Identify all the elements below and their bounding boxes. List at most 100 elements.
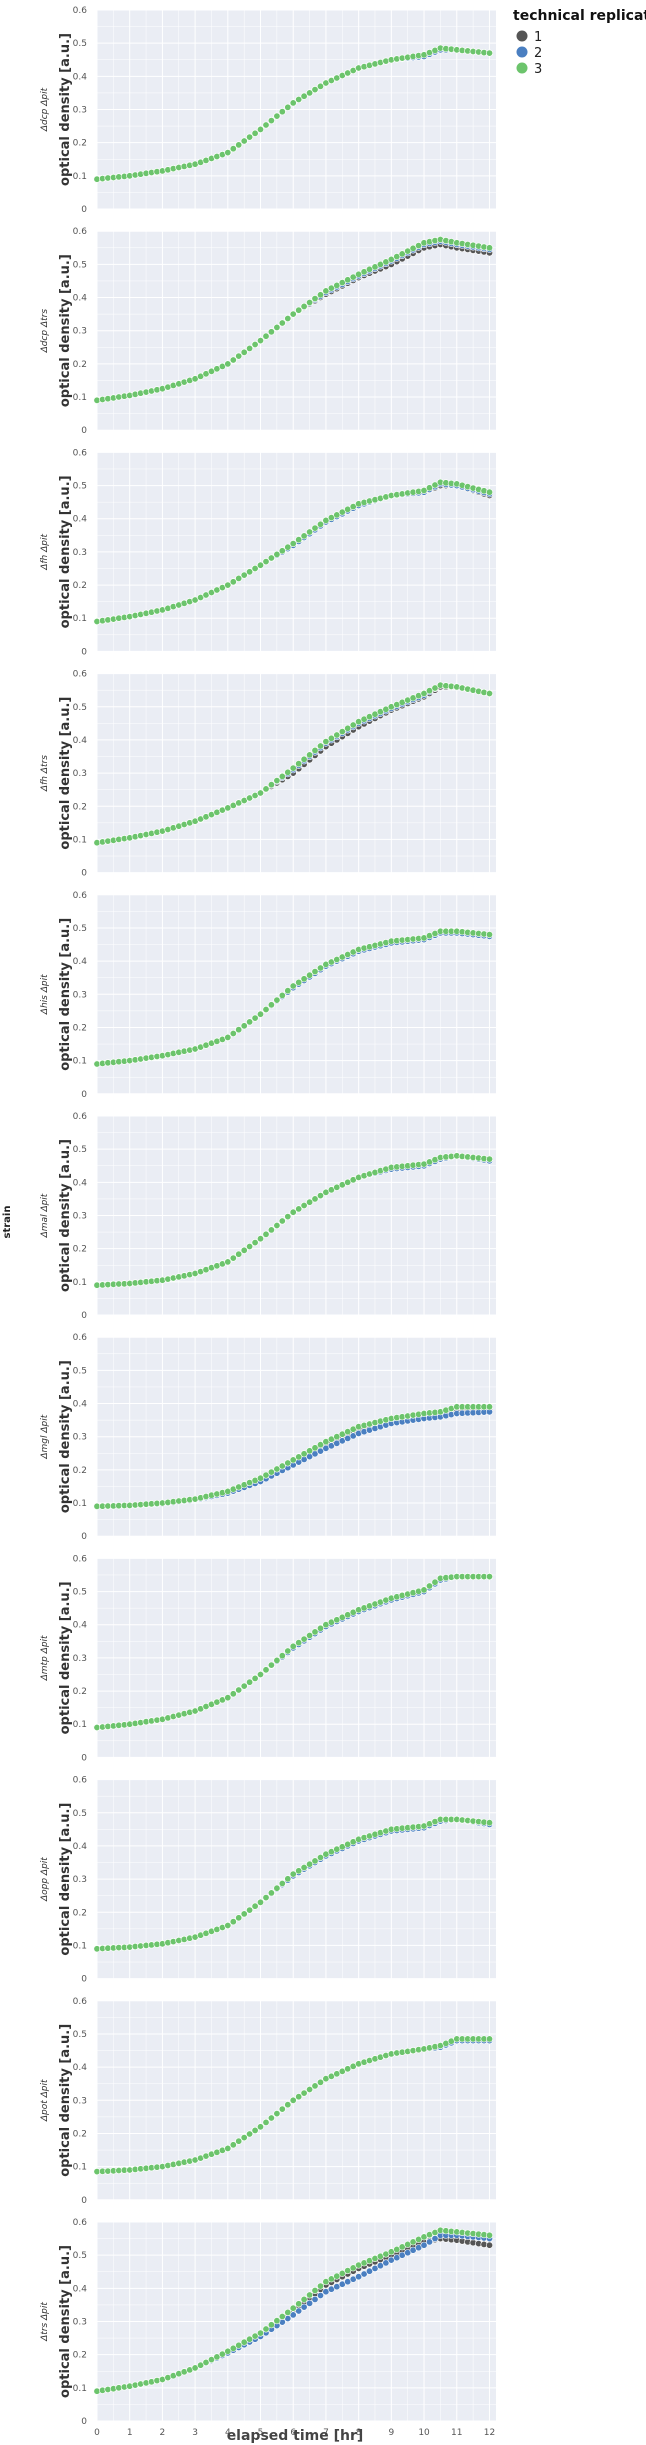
- data-point: [235, 1250, 243, 1258]
- x-tick-label: 7: [323, 2428, 329, 2438]
- x-tick-label: 6: [290, 2428, 296, 2438]
- data-point: [333, 731, 341, 739]
- data-point: [306, 1447, 314, 1455]
- data-point: [349, 273, 357, 281]
- y-tick-label: 0.4: [73, 2063, 88, 2073]
- y-tick-label: 0.2: [73, 581, 87, 591]
- data-point: [284, 987, 292, 995]
- y-tick-label: 0.6: [73, 891, 88, 901]
- y-tick-label: 0.1: [73, 2384, 87, 2394]
- data-point: [256, 337, 264, 345]
- data-point: [306, 528, 314, 536]
- data-point: [316, 2282, 324, 2290]
- data-point: [425, 687, 433, 695]
- data-point: [278, 1880, 286, 1888]
- y-tick-label: 0: [81, 205, 87, 215]
- data-point: [327, 734, 335, 742]
- y-tick-label: 0.6: [73, 1776, 88, 1786]
- y-tick-label: 0.3: [73, 1433, 87, 1443]
- y-tick-label: 0.1: [73, 1720, 87, 1730]
- data-point: [316, 82, 324, 90]
- y-tick-label: 0.6: [73, 2218, 88, 2228]
- data-point: [295, 1867, 303, 1875]
- data-point: [420, 1586, 428, 1594]
- y-tick-label: 0.2: [73, 1466, 87, 1476]
- data-point: [284, 768, 292, 776]
- data-point: [273, 1656, 281, 1664]
- data-point: [273, 2110, 281, 2118]
- data-point: [229, 2141, 237, 2149]
- series-replicate-3: [93, 2226, 493, 2395]
- data-point: [267, 554, 275, 562]
- data-point: [311, 86, 319, 94]
- facet-8: 0 0.1 0.2 0.3 0.4 0.5 0.6 optical density [a.u.…: [40, 1776, 496, 1985]
- data-point: [322, 2278, 330, 2286]
- facet-9: 0 0.1 0.2 0.3 0.4 0.5 0.6 optical density [a.u.…: [40, 1997, 496, 2206]
- y-tick-label: 0.5: [73, 39, 87, 49]
- y-axis-label: optical density [a.u.]: [58, 2245, 73, 2398]
- data-point: [316, 1854, 324, 1862]
- data-point: [284, 314, 292, 322]
- data-point: [300, 2089, 308, 2097]
- y-axis-label: optical density [a.u.]: [58, 475, 73, 628]
- data-point: [425, 2238, 433, 2246]
- data-point: [235, 1686, 243, 1694]
- data-point: [344, 2267, 352, 2275]
- data-point: [300, 92, 308, 100]
- data-point: [256, 1671, 264, 1679]
- facet-1: 0 0.1 0.2 0.3 0.4 0.5 0.6 optical density [a.u.…: [40, 227, 496, 436]
- data-point: [338, 2269, 346, 2277]
- data-point: [267, 2321, 275, 2329]
- y-tick-label: 0: [81, 1532, 87, 1542]
- strain-label: Δpot Δpit: [40, 2079, 50, 2122]
- x-tick-label: 12: [484, 2428, 495, 2438]
- y-axis-label: optical density [a.u.]: [58, 2024, 73, 2177]
- data-point: [485, 2231, 493, 2239]
- series-replicate-3: [93, 478, 493, 625]
- data-point: [322, 516, 330, 524]
- data-point: [485, 1155, 493, 1163]
- y-tick-label: 0.3: [73, 769, 87, 779]
- data-point: [262, 1894, 270, 1902]
- data-point: [267, 1226, 275, 1234]
- data-point: [262, 1471, 270, 1479]
- x-tick-label: 0: [94, 2428, 100, 2438]
- data-point: [229, 1690, 237, 1698]
- data-point: [284, 1647, 292, 1655]
- data-point: [349, 503, 357, 511]
- data-point: [300, 755, 308, 763]
- data-point: [256, 1474, 264, 1482]
- y-tick-label: 0.2: [73, 1023, 87, 1033]
- data-point: [284, 1213, 292, 1221]
- y-tick-label: 0: [81, 1090, 87, 1100]
- data-point: [246, 133, 254, 141]
- data-point: [267, 1661, 275, 1669]
- facet-10: 0 0.1 0.2 0.3 0.4 0.5 0.6 optical density [a.u.…: [40, 2218, 496, 2427]
- data-point: [246, 568, 254, 576]
- y-tick-label: 0: [81, 647, 87, 657]
- data-point: [485, 1403, 493, 1411]
- data-point: [295, 1205, 303, 1213]
- data-point: [376, 2262, 384, 2270]
- data-point: [284, 2101, 292, 2109]
- data-point: [322, 738, 330, 746]
- y-tick-label: 0.1: [73, 1057, 87, 1067]
- data-point: [306, 971, 314, 979]
- data-point: [311, 1195, 319, 1203]
- data-point: [229, 356, 237, 364]
- data-point: [262, 785, 270, 793]
- y-tick-label: 0: [81, 2417, 87, 2427]
- y-tick-label: 0.3: [73, 2318, 87, 2328]
- y-tick-label: 0.1: [73, 1499, 87, 1509]
- legend-label-2: 2: [534, 46, 542, 61]
- data-point: [267, 2114, 275, 2122]
- data-point: [278, 2105, 286, 2113]
- data-point: [278, 547, 286, 555]
- x-tick-label: 8: [356, 2428, 362, 2438]
- legend-marker-2: [516, 46, 528, 58]
- data-point: [224, 149, 232, 157]
- data-point: [420, 2241, 428, 2249]
- data-point: [246, 2130, 254, 2138]
- data-point: [311, 295, 319, 303]
- data-point: [229, 145, 237, 153]
